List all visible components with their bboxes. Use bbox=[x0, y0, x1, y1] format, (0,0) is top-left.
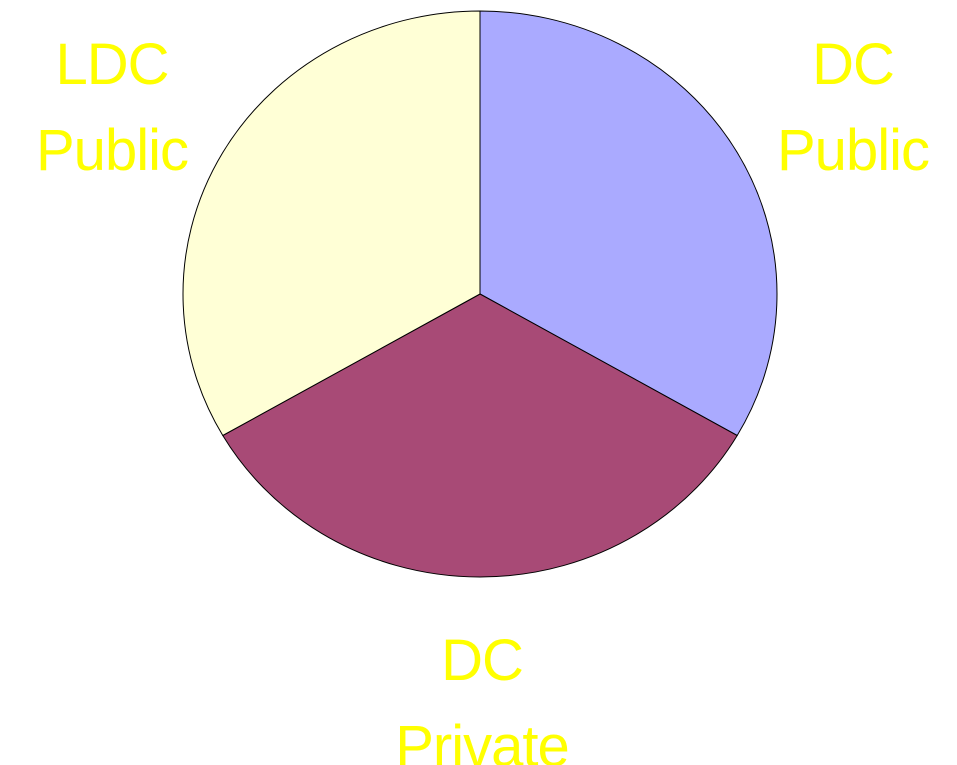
pie-slice bbox=[182, 10, 481, 437]
slice-label: LDC Public bbox=[36, 32, 189, 183]
slice-label: DC Private bbox=[395, 628, 570, 765]
pie-slice bbox=[479, 10, 778, 437]
slice-label: DC Public bbox=[777, 32, 930, 183]
